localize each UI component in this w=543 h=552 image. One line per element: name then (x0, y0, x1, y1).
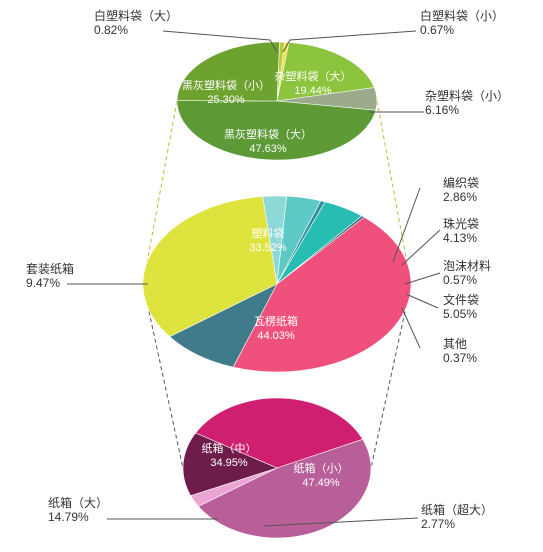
leader-line (405, 293, 439, 309)
pie-slice (276, 42, 375, 102)
slice-value-label: 4.13% (443, 231, 477, 245)
slice-label: 纸箱（超大） (421, 502, 493, 517)
connector-line (376, 100, 412, 285)
slice-value-label: 9.47% (26, 276, 60, 290)
slice-value-label: 0.67% (420, 23, 454, 37)
slice-value-label: 0.57% (443, 273, 477, 287)
slice-value-label: 44.03% (257, 330, 295, 342)
slice-value-label: 14.79% (48, 510, 89, 524)
leader-line (401, 229, 441, 266)
slice-label: 白塑料袋（大） (94, 8, 178, 23)
leader-line (404, 272, 441, 285)
slice-value-label: 2.77% (421, 517, 455, 531)
connector-line (370, 283, 412, 469)
leader-line (392, 187, 421, 263)
leader-line (401, 307, 421, 349)
pie-slice (176, 41, 280, 102)
pie-slice (176, 100, 377, 161)
pie-slice (142, 196, 278, 338)
slice-label: 杂塑料袋（大） (275, 69, 352, 83)
slice-label: 编织袋 (443, 175, 479, 190)
leader-line (282, 30, 417, 53)
slice-value-label: 19.44% (294, 85, 332, 97)
leader-line (263, 517, 419, 527)
pie-3: 纸箱（中） 34.95% 纸箱（小） 47.49% 纸箱（超大）2.77% 纸箱（大）14… (48, 397, 493, 539)
pie-slice (232, 216, 412, 373)
slice-label: 纸箱（中） (202, 441, 257, 455)
pie-slice (169, 283, 278, 368)
slice-value-label: 6.16% (425, 103, 459, 117)
pie-slice (182, 432, 278, 496)
pie-slice (195, 397, 364, 469)
slice-value-label: 0.37% (443, 351, 477, 365)
connector-line (142, 283, 184, 469)
slice-value-label: 2.86% (443, 190, 477, 204)
slice-value-label: 5.05% (443, 307, 477, 321)
connector-line (142, 100, 178, 285)
slice-value-label: 0.82% (94, 23, 128, 37)
slice-label: 套装纸箱 (26, 261, 74, 276)
slice-value-label: 47.49% (302, 477, 340, 489)
slice-label: 纸箱（大） (48, 495, 108, 510)
slice-value-label: 47.63% (249, 143, 287, 155)
pie-1: 白塑料袋（大）0.82% 白塑料袋（小）0.67% 杂塑料袋（大） 19.44% 杂塑料… (94, 8, 509, 161)
slice-label: 其他 (443, 337, 467, 351)
slice-value-label: 34.95% (210, 457, 248, 469)
slice-label: 杂塑料袋（小） (425, 88, 509, 103)
slice-label: 黑灰塑料袋（大） (224, 127, 312, 141)
slice-label: 瓦楞纸箱 (254, 314, 298, 328)
slice-value-label: 25.30% (207, 94, 245, 106)
slice-label: 纸箱（小） (294, 461, 349, 475)
slice-value-label: 33.52% (249, 242, 287, 254)
slice-label: 白塑料袋（小） (420, 8, 504, 23)
slice-label: 泡沫材料 (443, 259, 491, 273)
slice-label: 黑灰塑料袋（小） (182, 78, 270, 92)
slice-label: 文件袋 (443, 292, 479, 307)
pie-slice (197, 438, 372, 539)
leader-line (162, 30, 278, 53)
slice-label: 塑料袋 (252, 226, 285, 240)
slice-label: 珠光袋 (443, 217, 479, 231)
